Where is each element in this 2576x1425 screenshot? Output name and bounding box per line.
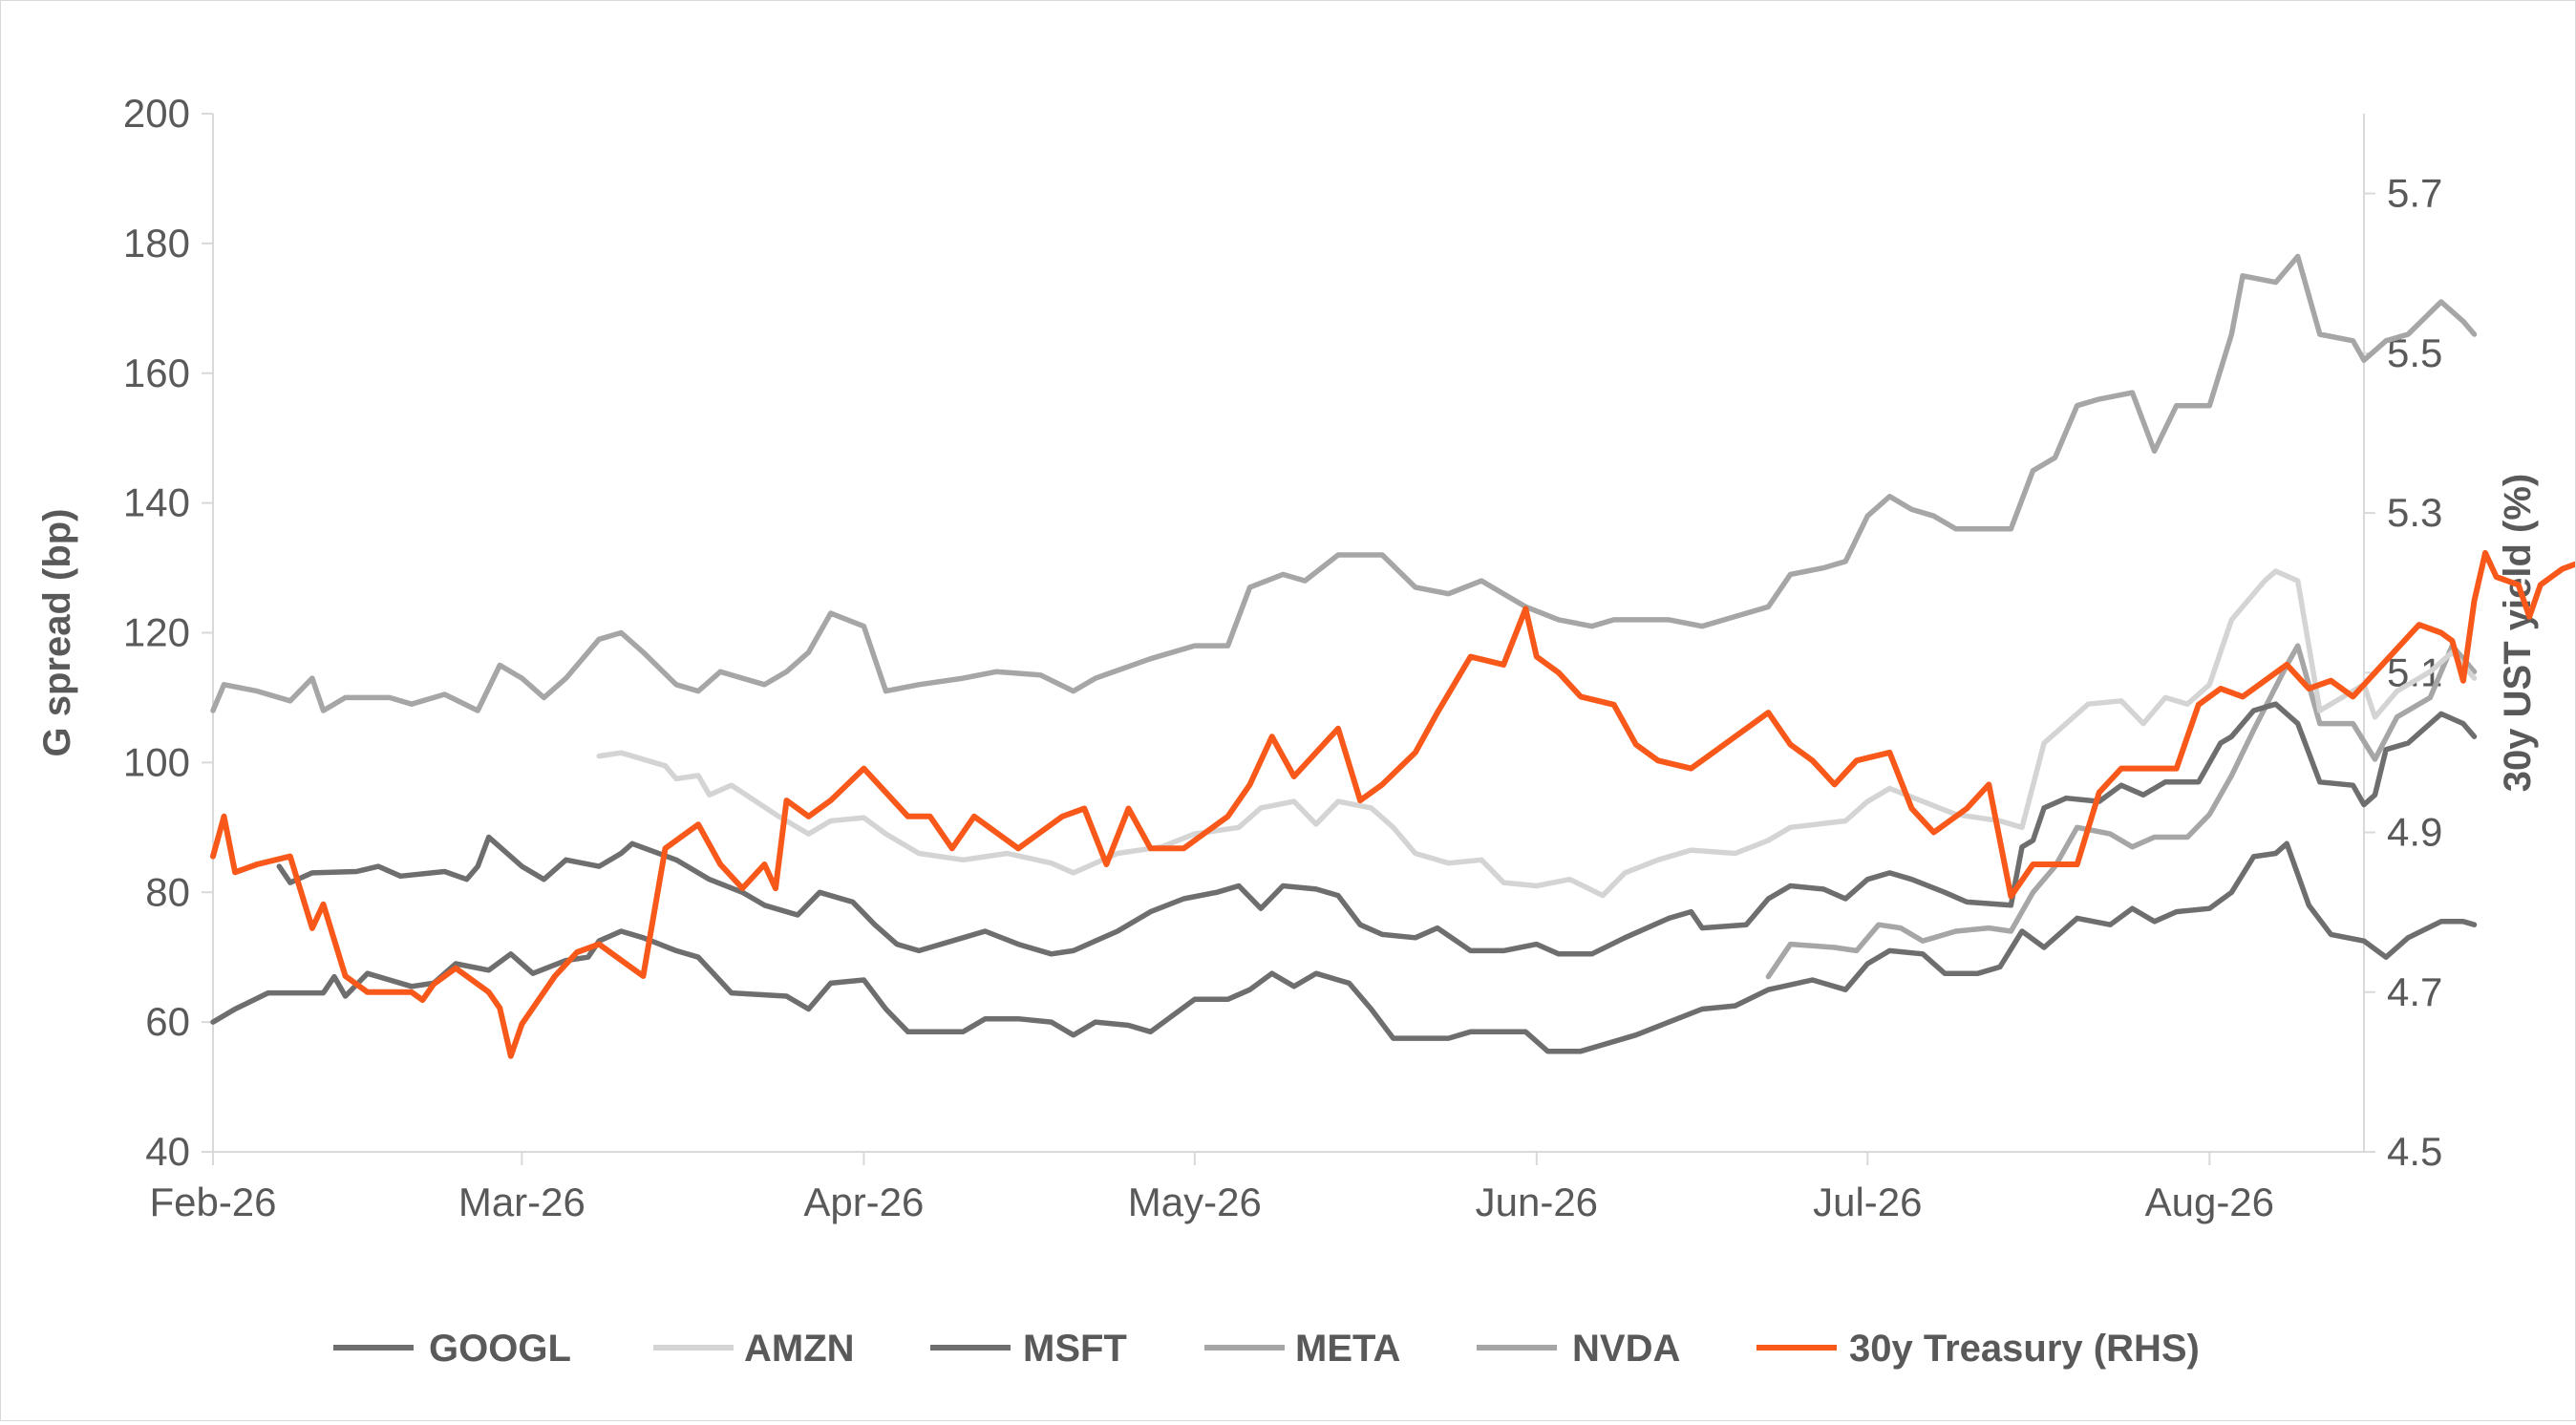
legend-label: 30y Treasury (RHS)	[1849, 1328, 2200, 1370]
legend-label: AMZN	[744, 1328, 855, 1370]
legend-item-nvda: NVDA	[1477, 1328, 1680, 1370]
y-tick-label: 60	[145, 999, 190, 1044]
axes-layer: 4060801001201401601802004.54.74.95.15.35…	[36, 91, 2539, 1224]
y-tick-label: 180	[123, 221, 190, 266]
legend-item-googl: GOOGL	[333, 1328, 571, 1370]
x-tick-label: Feb-26	[149, 1180, 276, 1224]
series-line-googl	[276, 701, 2478, 957]
series-line-meta	[1765, 643, 2478, 980]
x-tick-label: Apr-26	[803, 1180, 924, 1224]
x-tick-label: Jul-26	[1813, 1180, 1922, 1224]
y2-tick-label: 4.5	[2387, 1129, 2442, 1174]
series-line-amzn	[596, 568, 2478, 899]
x-tick-label: Jun-26	[1476, 1180, 1598, 1224]
y-tick-label: 100	[123, 739, 190, 784]
series-line-nvda	[210, 253, 2478, 713]
legend-layer: GOOGL AMZN MSFT META NVDA 30y Treasury (RHS)	[333, 1328, 2200, 1370]
y-tick-label: 80	[145, 869, 190, 914]
y-tick-label: 200	[123, 91, 190, 136]
series-layer	[210, 253, 2576, 1059]
series-line-30y-treasury-rhs	[210, 549, 2576, 1059]
x-tick-label: Aug-26	[2145, 1180, 2274, 1224]
series-line-msft	[210, 840, 2478, 1054]
y2-tick-label: 5.7	[2387, 171, 2442, 216]
y-axis-title: G spread (bp)	[36, 508, 78, 756]
y-tick-label: 120	[123, 610, 190, 655]
legend-label: META	[1295, 1328, 1400, 1370]
legend-item-msft: MSFT	[930, 1328, 1127, 1370]
legend-label: MSFT	[1023, 1328, 1127, 1370]
legend-item-amzn: AMZN	[653, 1328, 855, 1370]
x-tick-label: May-26	[1128, 1180, 1262, 1224]
y2-tick-label: 4.7	[2387, 969, 2442, 1014]
legend-item-30y-treasury-rhs: 30y Treasury (RHS)	[1756, 1328, 2200, 1370]
legend-label: NVDA	[1572, 1328, 1680, 1370]
y2-axis-title: 30y UST yield (%)	[2497, 474, 2539, 792]
legend-label: GOOGL	[429, 1328, 571, 1370]
x-tick-label: Mar-26	[458, 1180, 585, 1224]
y-tick-label: 40	[145, 1129, 190, 1174]
y-tick-label: 160	[123, 351, 190, 395]
y2-tick-label: 5.3	[2387, 490, 2442, 535]
y2-tick-label: 4.9	[2387, 810, 2442, 855]
y-tick-label: 140	[123, 480, 190, 525]
legend-item-meta: META	[1204, 1328, 1400, 1370]
